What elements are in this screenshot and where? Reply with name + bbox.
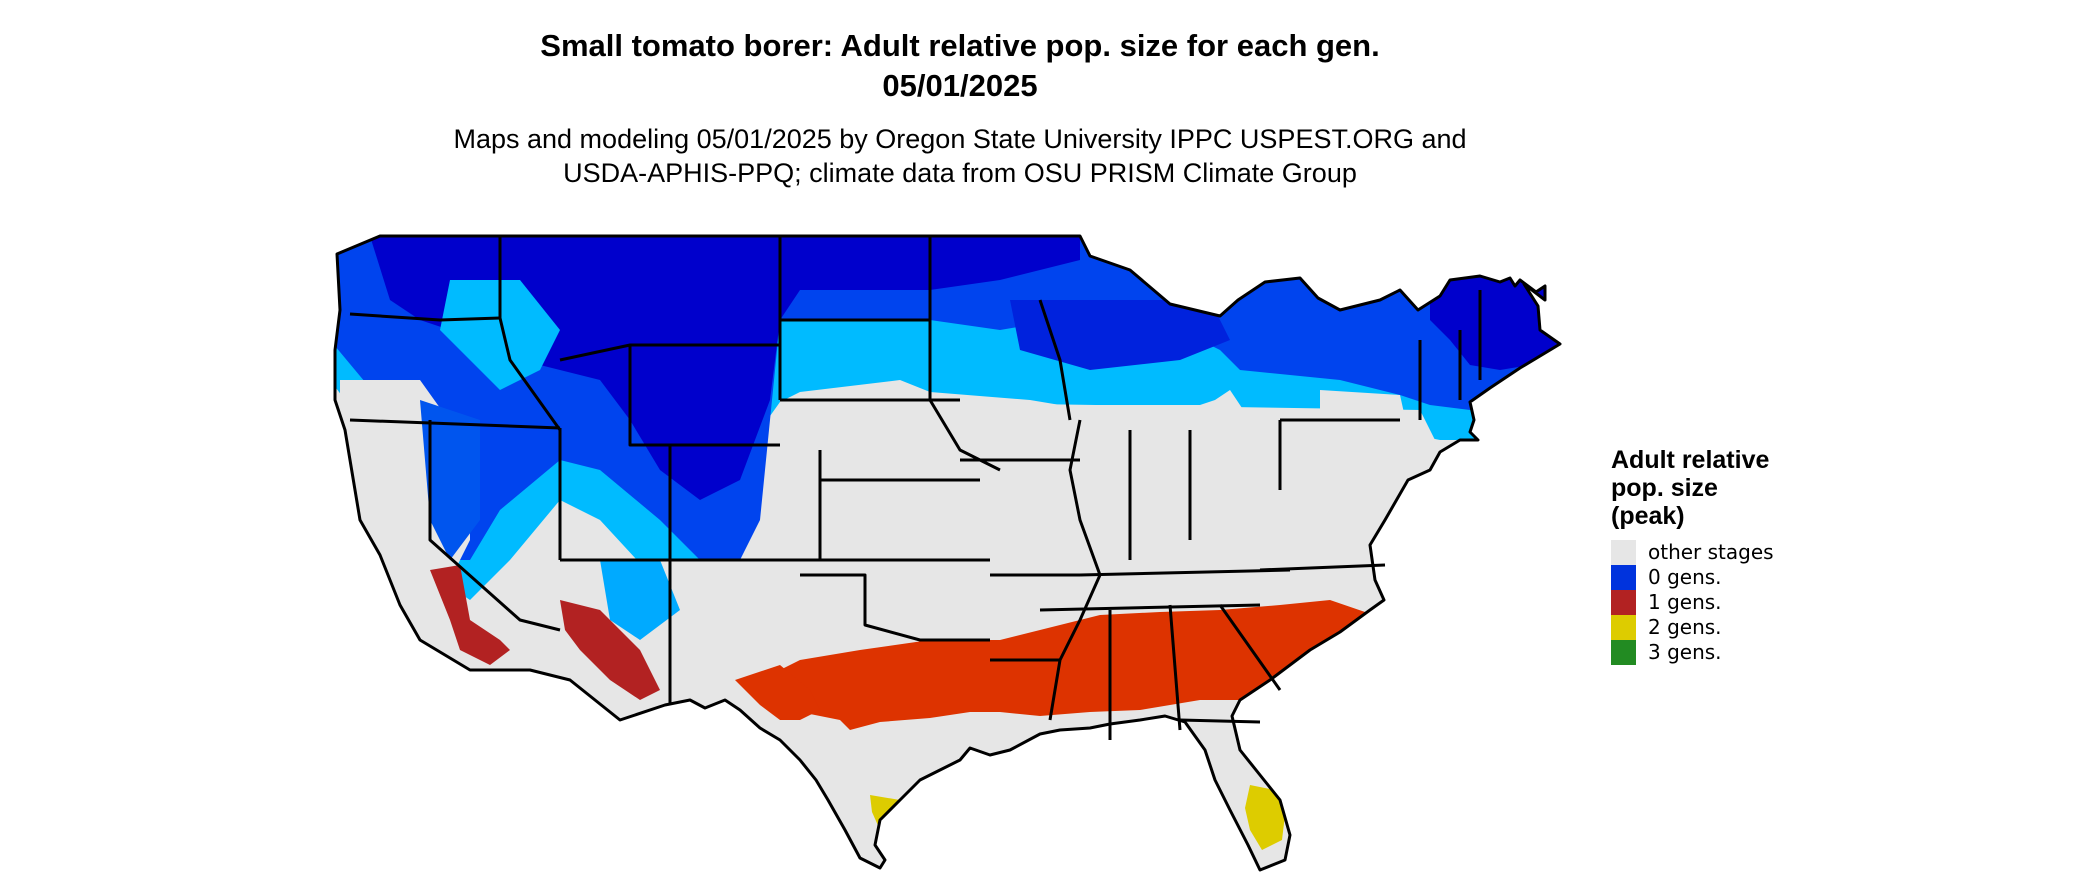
- map-subtitle-line-2: USDA-APHIS-PPQ; climate data from OSU PR…: [563, 158, 1357, 188]
- legend-title-line-2: pop. size: [1611, 474, 1718, 502]
- border-ky-tn: [1079, 568, 1291, 577]
- border-tx-ok: [800, 573, 990, 642]
- legend-swatch: [1611, 640, 1636, 665]
- state-borders: [333, 234, 1562, 872]
- legend-label: 3 gens.: [1648, 640, 1722, 664]
- legend-title-line-1: Adult relative: [1611, 446, 1770, 474]
- legend-label: 2 gens.: [1648, 615, 1722, 639]
- border-nc-va: [1259, 563, 1386, 572]
- legend-swatch: [1611, 615, 1636, 640]
- map-subtitle-line-1: Maps and modeling 05/01/2025 by Oregon S…: [453, 124, 1467, 154]
- border-wa-or: [349, 312, 501, 322]
- ny-gray-patch: [1320, 390, 1410, 440]
- border-wy: [628, 345, 780, 447]
- border-id-east: [498, 236, 562, 431]
- border-ga-fl: [1179, 718, 1261, 724]
- border-new-england: [1418, 290, 1482, 420]
- legend-title-line-3: (peak): [1611, 502, 1685, 530]
- legend-swatch: [1611, 590, 1636, 615]
- zero-gens-dark-region: [370, 236, 1080, 500]
- legend-swatch: [1611, 565, 1636, 590]
- legend-label: 1 gens.: [1648, 590, 1722, 614]
- one-gen-region: [760, 600, 1375, 730]
- legend-swatch: [1611, 540, 1636, 565]
- border-ca-nv: [428, 420, 561, 632]
- border-tn-south: [1039, 603, 1261, 612]
- sierra-blue-patch: [420, 400, 480, 560]
- southwest-blue-patch: [600, 560, 680, 640]
- legend-title: Adult relative pop. size (peak): [1611, 446, 1769, 530]
- one-gen-southwest-patch: [430, 565, 510, 665]
- border-wi-mi: [1038, 299, 1072, 421]
- one-gen-arizona-patch: [560, 600, 660, 700]
- two-gens-south-florida: [1245, 785, 1285, 850]
- legend-label: other stages: [1648, 540, 1774, 564]
- border-or-ca-nv: [349, 418, 561, 430]
- zero-gens-dark-northeast: [1430, 270, 1560, 370]
- west-light-patch: [440, 280, 560, 390]
- border-al-ga: [1168, 604, 1182, 731]
- zero-gens-dark-greatlakes: [1010, 300, 1230, 370]
- legend-label: 0 gens.: [1648, 565, 1722, 589]
- border-sc-ga: [1218, 604, 1282, 691]
- one-gen-texas-west: [735, 665, 820, 720]
- map-title-line-2: 05/01/2025: [882, 68, 1038, 103]
- map-title-line-1: Small tomato borer: Adult relative pop. …: [540, 28, 1380, 63]
